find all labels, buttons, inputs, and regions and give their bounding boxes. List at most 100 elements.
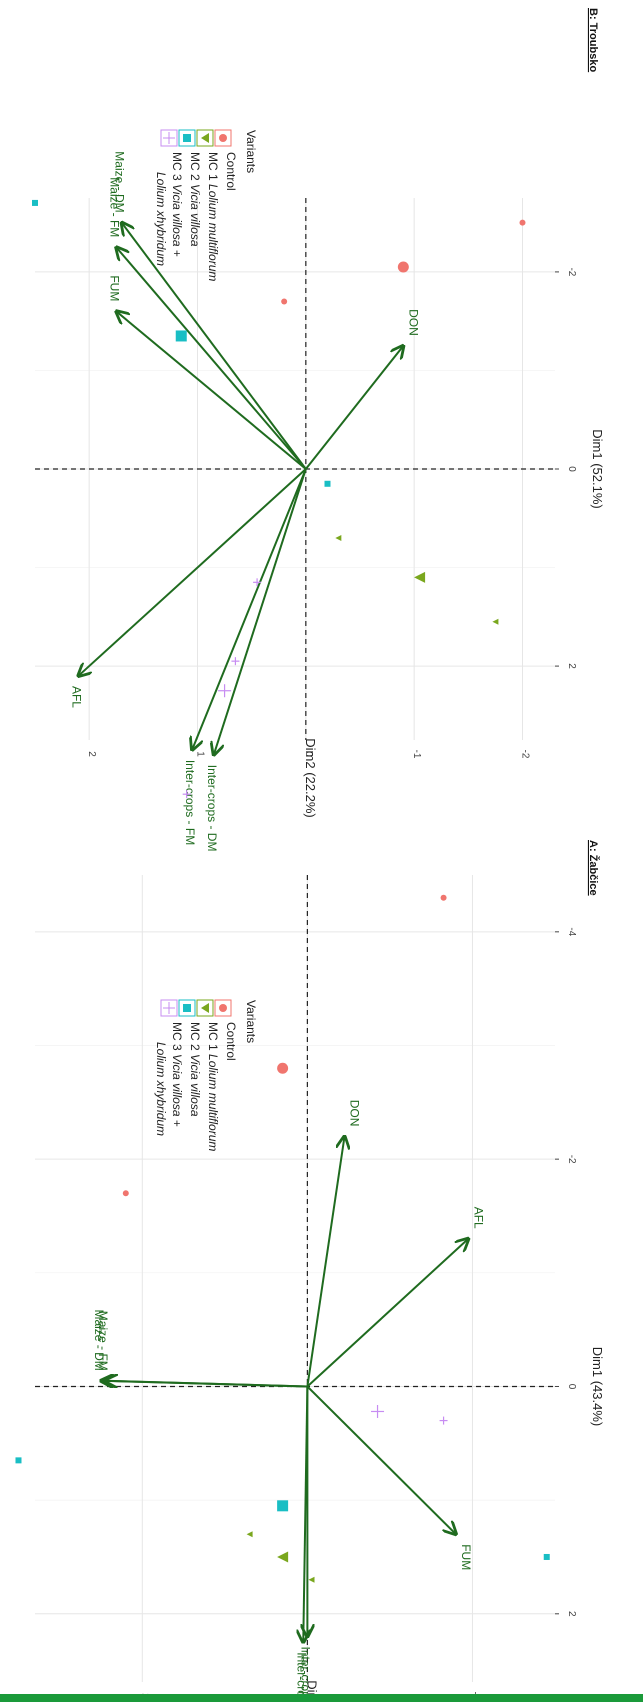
vector-label-fum: FUM [107, 275, 121, 301]
legend-label-part: + [170, 1117, 184, 1127]
x-tick-label: 2 [566, 663, 577, 669]
legend: Variants Control MC 1 Lolium multiflorum MC… [154, 129, 258, 281]
legend-swatch-control [219, 1004, 227, 1012]
point-mc1-mean [277, 1551, 289, 1563]
y-tick-label: 0 [303, 751, 314, 757]
vector-label-inter-crops-fm: Inter-crops - FM [183, 760, 197, 845]
vector-maize-fm [116, 247, 307, 470]
vector-label-afl: AFL [69, 686, 83, 708]
y-tick-label: -2 [520, 750, 531, 759]
vector-label-maize-dm: Maize - DM [113, 151, 127, 212]
vector-label-maize-dm: Maize - DM [92, 1309, 106, 1370]
x-tick-label: 0 [566, 1384, 577, 1390]
legend-label-control: Control [224, 152, 238, 191]
point-mc3 [439, 1416, 448, 1425]
vector-don [306, 1136, 344, 1387]
legend-label-mc3: MC 3 Vicia villosa + [170, 1022, 184, 1127]
vector-label-inter-crops-fm: Inter-crops - FM [298, 1647, 312, 1702]
legend-label-part: Lolium multiflorum [206, 1054, 220, 1151]
vector-inter-crops-fm [192, 468, 307, 750]
point-mc3-mean [371, 1404, 385, 1418]
x-tick-label: 2 [566, 1611, 577, 1617]
point-mc1 [335, 534, 342, 541]
legend-swatch-control [219, 134, 227, 142]
legend-swatch-mc1 [201, 1003, 209, 1013]
x-tick-label: -2 [566, 1155, 577, 1164]
legend-label-part: Control [224, 1022, 238, 1061]
y-tick-label: 2 [86, 751, 97, 757]
y-tick-label: -1 [411, 750, 422, 759]
panel-title: B: Troubsko [587, 8, 599, 72]
y-axis-title: Dim2 (22.2%) [303, 738, 318, 817]
point-mc1 [308, 1576, 315, 1583]
legend-label-part: MC 1 [206, 152, 220, 184]
legend-label-mc2: MC 2 Vicia villosa [188, 152, 202, 247]
panel-title: A: Žabčice [587, 840, 600, 896]
vector-label-afl: AFL [471, 1207, 485, 1229]
legend-label-line2: Lolium xhybridum [154, 172, 168, 266]
x-tick-label: -4 [566, 927, 577, 936]
legend-label-part: MC 1 [206, 1022, 220, 1054]
vector-maize-fm [105, 1381, 308, 1387]
point-mc1 [492, 618, 499, 625]
legend-title: Variants [244, 1000, 258, 1043]
point-mc2-mean [277, 1500, 289, 1512]
legend-swatch-mc1 [201, 133, 209, 143]
point-control-mean [397, 261, 409, 273]
vector-inter-crops-dm [214, 468, 307, 755]
y-tick-label: 1 [195, 751, 206, 757]
point-mc1-mean [414, 571, 426, 583]
x-tick-label: 0 [566, 466, 577, 472]
legend-label-mc3: MC 3 Vicia villosa + [170, 152, 184, 257]
point-mc3 [182, 790, 191, 799]
vector-fum [306, 1385, 456, 1534]
legend-label-part: Vicia villosa [170, 184, 184, 247]
point-mc2 [32, 199, 38, 206]
legend-label-part: Lolium multiflorum [206, 184, 220, 281]
legend-swatch-mc2 [183, 1004, 191, 1012]
point-mc2-mean [175, 330, 187, 342]
vector-label-maize-fm: Maize - FM [107, 177, 121, 237]
point-control-mean [277, 1062, 289, 1074]
legend-label-part: Control [224, 152, 238, 191]
point-mc2 [15, 1457, 22, 1464]
x-tick-label: -2 [566, 267, 577, 276]
point-control [519, 219, 526, 226]
vector-label-fum: FUM [459, 1544, 473, 1570]
point-mc3 [231, 657, 240, 666]
legend-swatch-mc2 [183, 134, 191, 142]
legend-label-line2: Lolium xhybridum [154, 1042, 168, 1136]
x-axis-title: Dim1 (43.4%) [590, 1347, 605, 1426]
vector-fum [116, 311, 307, 470]
legend-label-mc2: MC 2 Vicia villosa [188, 1022, 202, 1117]
vector-label-don: DON [406, 309, 420, 336]
points [32, 199, 526, 799]
vector-maize-dm [122, 223, 307, 470]
legend-label-mc1: MC 1 Lolium multiflorum [206, 1022, 220, 1151]
legend-label-part: MC 2 [188, 1022, 202, 1054]
legend-label-part: MC 3 [170, 152, 184, 184]
legend-title: Variants [244, 130, 258, 173]
points [15, 894, 550, 1583]
legend-label-part: Vicia villosa [188, 184, 202, 247]
point-mc3-mean [218, 684, 232, 698]
vector-label-don: DON [348, 1100, 362, 1127]
point-mc2 [543, 1553, 550, 1560]
legend-label-part: MC 3 [170, 1022, 184, 1054]
vector-afl [306, 1239, 468, 1388]
vector-label-maize-fm: Maize - FM [96, 1311, 110, 1371]
vector-label-inter-crops-dm: Inter-crops - DM [294, 1652, 308, 1702]
legend-label-control: Control [224, 1022, 238, 1061]
bottom-accent-bar [0, 1694, 643, 1702]
point-mc2 [324, 480, 331, 487]
point-control [440, 894, 447, 901]
point-mc1 [246, 1531, 253, 1538]
vector-don [305, 346, 404, 470]
x-axis-title: Dim1 (52.1%) [590, 429, 605, 508]
